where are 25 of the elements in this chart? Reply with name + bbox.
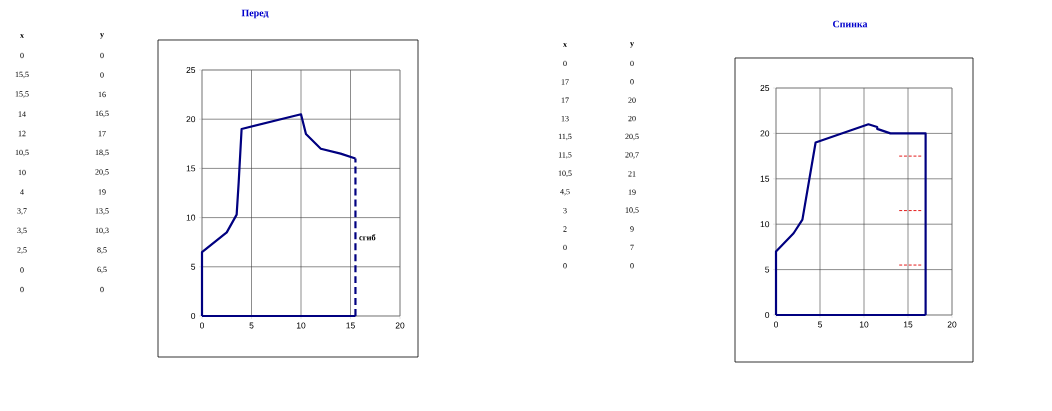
y-tick-label: 0	[765, 312, 770, 318]
x-tick-label: 0	[773, 321, 779, 328]
y-tick-label: 20	[186, 116, 196, 123]
y-tick-label: 5	[191, 263, 196, 270]
y-tick-label: 20	[760, 130, 770, 137]
x-tick-label: 5	[818, 321, 823, 328]
y-tick-label: 5	[765, 266, 770, 273]
y-tick-label: 15	[186, 165, 196, 172]
x-tick-label: 20	[947, 321, 957, 328]
x-tick-label: 15	[346, 322, 355, 329]
x-tick-label: 10	[296, 322, 306, 329]
y-tick-label: 0	[191, 313, 196, 319]
x-tick-label: 10	[859, 321, 869, 328]
y-tick-label: 25	[760, 85, 770, 91]
y-tick-label: 15	[760, 175, 770, 182]
x-tick-label: 0	[199, 322, 205, 329]
y-tick-label: 25	[186, 67, 196, 73]
y-tick-label: 10	[186, 214, 196, 221]
x-tick-label: 5	[249, 322, 254, 329]
y-tick-label: 10	[760, 221, 770, 228]
chart-title: Спинка	[833, 20, 868, 28]
x-tick-label: 15	[903, 321, 913, 328]
series-label: сгиб	[359, 234, 376, 241]
chart-title: Перед	[241, 9, 269, 19]
x-tick-label: 20	[395, 322, 405, 329]
